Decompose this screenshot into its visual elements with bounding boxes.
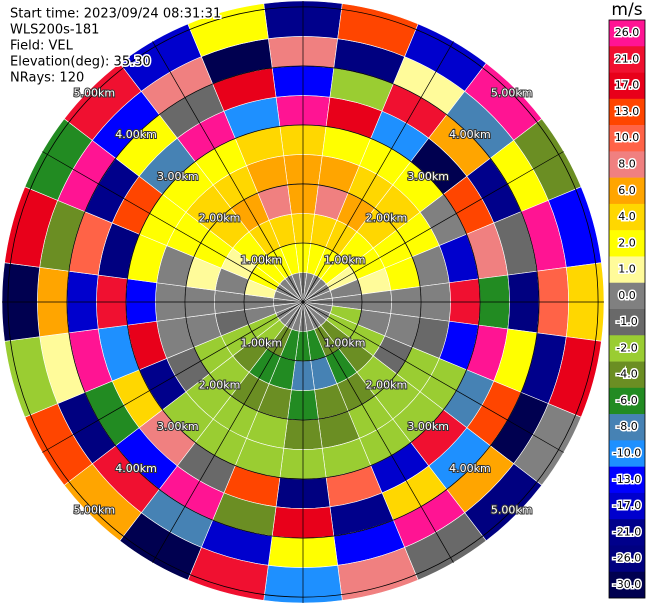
colorbar-band xyxy=(609,98,645,126)
colorbar-label: 0.0 xyxy=(618,289,636,302)
colorbar-band xyxy=(609,72,645,100)
colorbar-band xyxy=(609,177,645,205)
colorbar-label: -21.0 xyxy=(613,525,641,538)
colorbar-band xyxy=(609,335,645,362)
elevation: Elevation(deg): 35.30 xyxy=(10,55,151,70)
radar-cell xyxy=(187,3,269,58)
range-label: 1.00km xyxy=(324,253,366,266)
colorbar-label: -2.0 xyxy=(616,341,637,354)
range-label: 4.00km xyxy=(115,462,157,475)
spoke xyxy=(302,301,454,563)
colorbar-label: 1.0 xyxy=(618,263,636,276)
range-label: 5.00km xyxy=(491,504,533,517)
range-grid xyxy=(2,1,604,603)
colorbar-label: 17.0 xyxy=(615,79,640,92)
range-label: 2.00km xyxy=(199,212,241,225)
colorbar-label: 13.0 xyxy=(615,105,640,118)
spoke xyxy=(152,41,304,303)
colorbar-band xyxy=(609,492,645,520)
spoke xyxy=(302,151,564,303)
spoke xyxy=(302,301,564,453)
range-labels: 1.00km 1.00km 1.00km 1.00km 2.00km 2.00km 2.00… xyxy=(73,85,534,517)
range-label: 4.00km xyxy=(449,462,491,475)
colorbar-band xyxy=(609,203,645,231)
spoke xyxy=(152,301,304,563)
colorbar-label: 8.0 xyxy=(618,158,636,171)
colorbar-label: -17.0 xyxy=(613,499,641,512)
range-ring xyxy=(125,124,481,480)
start-time: Start time: 2023/09/24 08:31:31 xyxy=(10,7,221,22)
colorbar-band xyxy=(609,387,645,415)
spoke xyxy=(42,301,304,453)
range-ring xyxy=(243,242,363,362)
colorbar: 26.0 21.0 17.0 13.0 10.0 8.0 6.0 4.0 2.0 1.0 0.0 -1… xyxy=(608,19,646,599)
range-label: 2.00km xyxy=(366,212,408,225)
colorbar-label: 6.0 xyxy=(618,184,636,197)
range-label: 3.00km xyxy=(157,420,199,433)
range-label: 3.00km xyxy=(157,170,199,183)
colorbar-label: -30.0 xyxy=(613,578,641,591)
colorbar-band xyxy=(609,440,645,467)
colorbar-label: -6.0 xyxy=(616,394,637,407)
colorbar-band xyxy=(609,282,645,310)
colorbar-label: 21.0 xyxy=(615,52,640,65)
colorbar-band xyxy=(609,466,645,494)
range-label: 4.00km xyxy=(115,128,157,141)
range-label: 2.00km xyxy=(366,378,408,391)
colorbar-label: -8.0 xyxy=(616,420,637,433)
colorbar-band xyxy=(609,414,645,441)
range-label: 4.00km xyxy=(449,128,491,141)
spoke xyxy=(42,151,304,303)
colorbar-label: 10.0 xyxy=(615,131,640,144)
colorbar-band xyxy=(609,571,645,599)
instrument: WLS200s-181 xyxy=(10,23,99,38)
range-label: 3.00km xyxy=(407,420,449,433)
spoke xyxy=(302,41,454,303)
colorbar-title: m/s xyxy=(611,0,642,20)
range-label: 2.00km xyxy=(199,378,241,391)
colorbar-band xyxy=(609,151,645,178)
range-label: 5.00km xyxy=(491,86,533,99)
colorbar-label: -4.0 xyxy=(616,368,637,381)
range-label: 5.00km xyxy=(74,86,116,99)
range-label: 1.00km xyxy=(240,337,282,350)
colorbar-label: -1.0 xyxy=(616,315,637,328)
colorbar-band xyxy=(609,256,645,284)
range-label: 1.00km xyxy=(324,337,366,350)
range-ring xyxy=(184,183,422,421)
range-ring xyxy=(66,65,540,539)
field: Field: VEL xyxy=(10,39,74,54)
colorbar-band xyxy=(609,230,645,257)
colorbar-label: 2.0 xyxy=(618,236,636,249)
colorbar-band xyxy=(609,545,645,573)
colorbar-label: -26.0 xyxy=(613,552,641,565)
colorbar-band xyxy=(609,125,645,152)
colorbar-band xyxy=(609,46,645,73)
range-ring xyxy=(7,6,599,598)
colorbar-label: -10.0 xyxy=(613,447,641,460)
colorbar-label: 4.0 xyxy=(618,210,636,223)
colorbar-band xyxy=(609,519,645,546)
range-label: 5.00km xyxy=(74,504,116,517)
nrays: NRays: 120 xyxy=(10,71,84,86)
colorbar-band xyxy=(609,309,645,336)
colorbar-label: -13.0 xyxy=(613,473,641,486)
range-label: 1.00km xyxy=(240,253,282,266)
colorbar-band xyxy=(609,20,645,47)
range-label: 3.00km xyxy=(407,170,449,183)
colorbar-band xyxy=(609,361,645,389)
colorbar-frame xyxy=(608,19,646,599)
colorbar-label: 26.0 xyxy=(615,26,640,39)
